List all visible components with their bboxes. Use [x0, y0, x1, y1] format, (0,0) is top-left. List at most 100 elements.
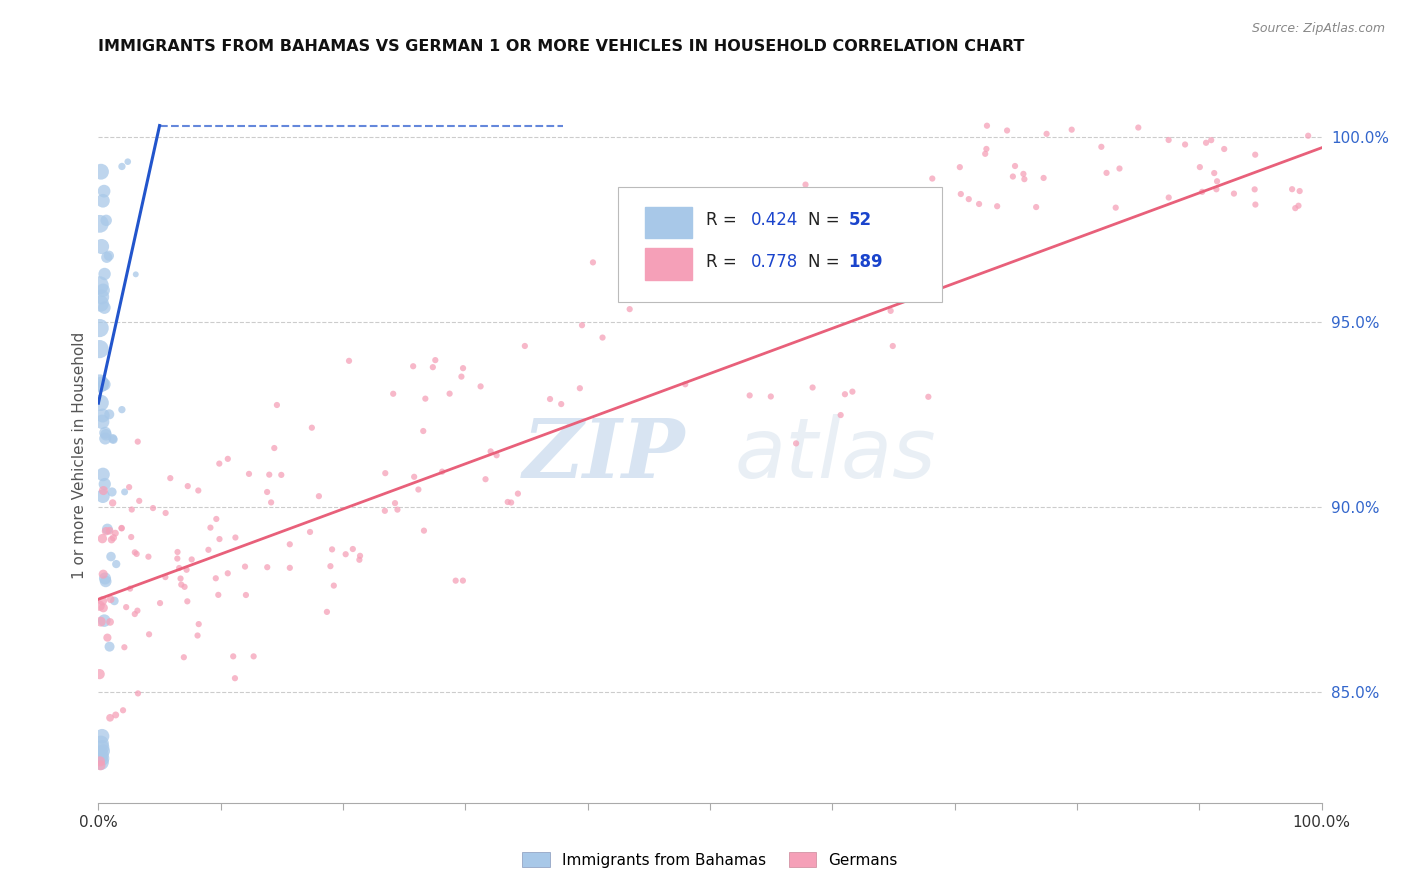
Point [949, 160, 972, 174]
Text: 0.424: 0.424 [751, 211, 797, 229]
Point [1195, 136, 1218, 150]
Point [1090, 140, 1112, 154]
Point [125, 547, 148, 561]
Point [90, 296, 112, 310]
Point [180, 552, 202, 566]
Point [93, 483, 115, 498]
Point [111, 402, 134, 417]
Point [619, 302, 641, 317]
Point [91, 489, 114, 503]
Point [217, 451, 239, 466]
Point [222, 649, 245, 664]
Point [1204, 166, 1226, 180]
Point [93, 614, 115, 628]
Point [91, 415, 114, 429]
Point [815, 272, 838, 286]
Point [104, 708, 127, 723]
Point [89, 376, 111, 391]
Point [89, 667, 111, 681]
Point [101, 485, 124, 500]
Point [105, 557, 128, 571]
Point [110, 521, 132, 535]
Point [159, 471, 181, 485]
Point [1206, 174, 1229, 188]
Y-axis label: 1 or more Vehicles in Household: 1 or more Vehicles in Household [72, 331, 87, 579]
Point [94, 477, 117, 491]
Point [439, 386, 461, 401]
Point [337, 354, 360, 368]
Point [830, 408, 852, 422]
Point [818, 192, 841, 206]
Point [506, 486, 529, 500]
Text: 189: 189 [848, 253, 883, 271]
Point [167, 561, 190, 575]
Point [166, 545, 188, 559]
Point [1032, 170, 1054, 185]
Point [111, 160, 134, 174]
Point [485, 448, 508, 462]
Point [1095, 166, 1118, 180]
Point [1244, 147, 1267, 161]
Point [974, 146, 997, 161]
Point [169, 572, 191, 586]
Point [242, 649, 264, 664]
Point [101, 496, 124, 510]
Point [451, 361, 474, 376]
Point [200, 521, 222, 535]
Point [422, 360, 444, 375]
Point [93, 377, 115, 392]
Point [208, 532, 231, 546]
Point [402, 359, 425, 374]
Point [986, 199, 1008, 213]
Point [94, 427, 117, 442]
Point [120, 530, 142, 544]
Point [415, 392, 437, 406]
Point [430, 465, 453, 479]
Point [322, 578, 344, 592]
Point [1188, 160, 1211, 174]
Point [166, 551, 188, 566]
Point [187, 628, 209, 642]
Point [374, 504, 396, 518]
Bar [645, 207, 692, 238]
Text: 52: 52 [848, 211, 872, 229]
Point [538, 392, 561, 406]
Point [128, 494, 150, 508]
Point [98, 640, 121, 654]
Point [841, 284, 863, 298]
Point [89, 321, 111, 335]
Point [270, 467, 292, 482]
Point [1296, 128, 1319, 143]
Point [387, 502, 409, 516]
Point [785, 436, 807, 450]
Point [995, 123, 1018, 137]
Point [1223, 186, 1246, 201]
Point [98, 407, 121, 421]
Point [501, 495, 523, 509]
Point [470, 379, 492, 393]
Point [349, 549, 371, 563]
Point [801, 380, 824, 394]
Point [224, 531, 246, 545]
Point [94, 572, 117, 586]
Point [98, 524, 121, 538]
Point [1199, 133, 1222, 147]
Point [118, 480, 141, 494]
Point [841, 384, 863, 399]
Point [1157, 133, 1180, 147]
Point [949, 187, 972, 202]
Point [173, 650, 195, 665]
Point [233, 559, 256, 574]
Point [149, 596, 172, 610]
Point [100, 549, 122, 564]
Point [298, 524, 321, 539]
Point [278, 561, 301, 575]
Point [94, 425, 117, 440]
Point [1288, 199, 1310, 213]
Point [266, 398, 288, 412]
Point [976, 142, 998, 156]
Point [91, 283, 114, 297]
Point [100, 533, 122, 547]
Point [238, 467, 260, 481]
Point [450, 369, 472, 384]
